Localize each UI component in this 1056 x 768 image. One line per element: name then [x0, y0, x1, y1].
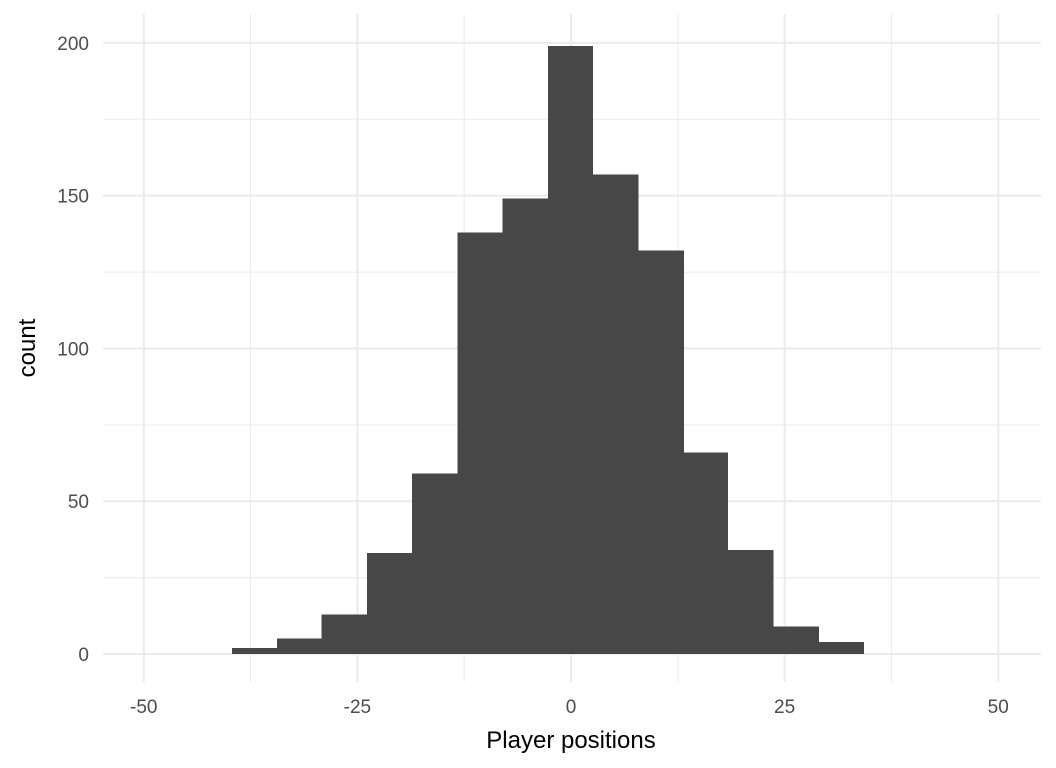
histogram-bar [728, 550, 774, 654]
y-tick-label: 50 [68, 492, 89, 513]
histogram-bar [457, 232, 503, 654]
histogram-bar [547, 45, 594, 654]
x-axis-tick-labels: -50 -25 0 25 50 [130, 697, 1009, 718]
histogram-bar [321, 614, 367, 654]
histogram-bar [638, 250, 684, 654]
histogram-bar [366, 553, 413, 654]
x-tick-label: 0 [566, 697, 577, 718]
histogram-bar [502, 198, 548, 654]
x-tick-label: 25 [774, 697, 795, 718]
histogram-bar [277, 638, 322, 654]
histogram-bar [683, 452, 729, 654]
y-axis-tick-labels: 0 50 100 150 200 [57, 34, 89, 666]
histogram-bar [593, 174, 639, 654]
histogram-bar [231, 647, 278, 654]
y-tick-label: 0 [78, 645, 89, 666]
y-tick-label: 200 [57, 34, 89, 55]
histogram-bar [773, 626, 819, 654]
x-axis-title: Player positions [486, 727, 655, 754]
histogram-bars [231, 45, 865, 654]
histogram-bar [412, 473, 458, 654]
x-tick-label: -50 [130, 697, 157, 718]
y-tick-label: 100 [57, 339, 89, 360]
y-tick-label: 150 [57, 187, 89, 208]
y-axis-title: count [14, 318, 41, 377]
x-tick-label: -25 [344, 697, 371, 718]
histogram-bar [818, 641, 865, 654]
x-tick-label: 50 [988, 697, 1009, 718]
